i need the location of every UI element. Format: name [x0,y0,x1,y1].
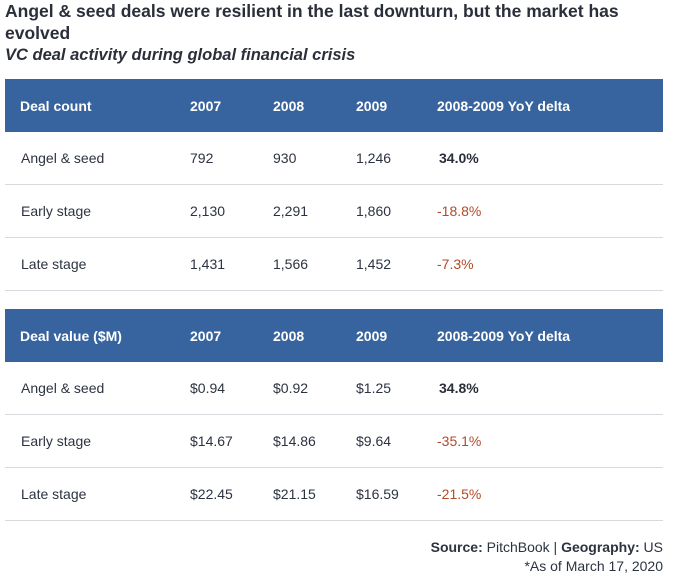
header-cell: 2007 [188,79,271,132]
table-cell: 1,566 [271,237,354,291]
table-cell: 930 [271,132,354,185]
table-cell: 2,130 [188,184,271,238]
delta-cell: -21.5% [435,467,663,521]
delta-cell: -18.8% [435,184,663,238]
table-cell: $1.25 [354,362,435,415]
table-row: Angel & seed 792 930 1,246 34.0% [5,132,663,185]
delta-cell: 34.0% [435,132,663,185]
geography-label: Geography: [561,539,640,555]
table-row: Early stage $14.67 $14.86 $9.64 -35.1% [5,414,663,468]
source-value: PitchBook | [482,539,562,555]
row-label: Early stage [5,184,188,238]
table-cell: $0.94 [188,362,271,415]
header-cell: 2009 [354,79,435,132]
table-cell: 1,860 [354,184,435,238]
header-cell: 2008-2009 YoY delta [435,309,663,362]
row-label: Angel & seed [5,362,188,415]
row-label: Early stage [5,414,188,468]
chart-title: Angel & seed deals were resilient in the… [5,1,619,43]
delta-cell: -35.1% [435,414,663,468]
table-cell: $21.15 [271,467,354,521]
table-cell: $9.64 [354,414,435,468]
source-note: Source: PitchBook | Geography: US [431,538,663,556]
table-cell: $22.45 [188,467,271,521]
table-row: Late stage $22.45 $21.15 $16.59 -21.5% [5,467,663,521]
header-cell: Deal value ($M) [5,309,188,362]
row-label: Late stage [5,467,188,521]
table-cell: $14.86 [271,414,354,468]
header-cell: Deal count [5,79,188,132]
table-cell: 2,291 [271,184,354,238]
geography-value: US [639,539,663,555]
delta-cell: -7.3% [435,237,663,291]
delta-cell: 34.8% [435,362,663,415]
header-cell: 2008 [271,309,354,362]
chart-subtitle: VC deal activity during global financial… [5,46,356,64]
table-cell: $14.67 [188,414,271,468]
table-header-row: Deal count 2007 2008 2009 2008-2009 YoY … [5,79,663,132]
header-cell: 2008-2009 YoY delta [435,79,663,132]
table-header-row: Deal value ($M) 2007 2008 2009 2008-2009… [5,309,663,362]
table-row: Angel & seed $0.94 $0.92 $1.25 34.8% [5,362,663,415]
deal-value-table: Deal value ($M) 2007 2008 2009 2008-2009… [5,309,663,521]
header-cell: 2008 [271,79,354,132]
row-label: Angel & seed [5,132,188,185]
header-cell: 2009 [354,309,435,362]
row-label: Late stage [5,237,188,291]
table-row: Early stage 2,130 2,291 1,860 -18.8% [5,184,663,238]
source-label: Source: [430,539,483,555]
deal-count-table: Deal count 2007 2008 2009 2008-2009 YoY … [5,79,663,291]
table-cell: $16.59 [354,467,435,521]
table-row: Late stage 1,431 1,566 1,452 -7.3% [5,237,663,291]
as-of-note: *As of March 17, 2020 [524,558,663,574]
table-cell: 1,431 [188,237,271,291]
table-cell: 1,452 [354,237,435,291]
table-cell: 1,246 [354,132,435,185]
table-cell: $0.92 [271,362,354,415]
table-cell: 792 [188,132,271,185]
header-cell: 2007 [188,309,271,362]
